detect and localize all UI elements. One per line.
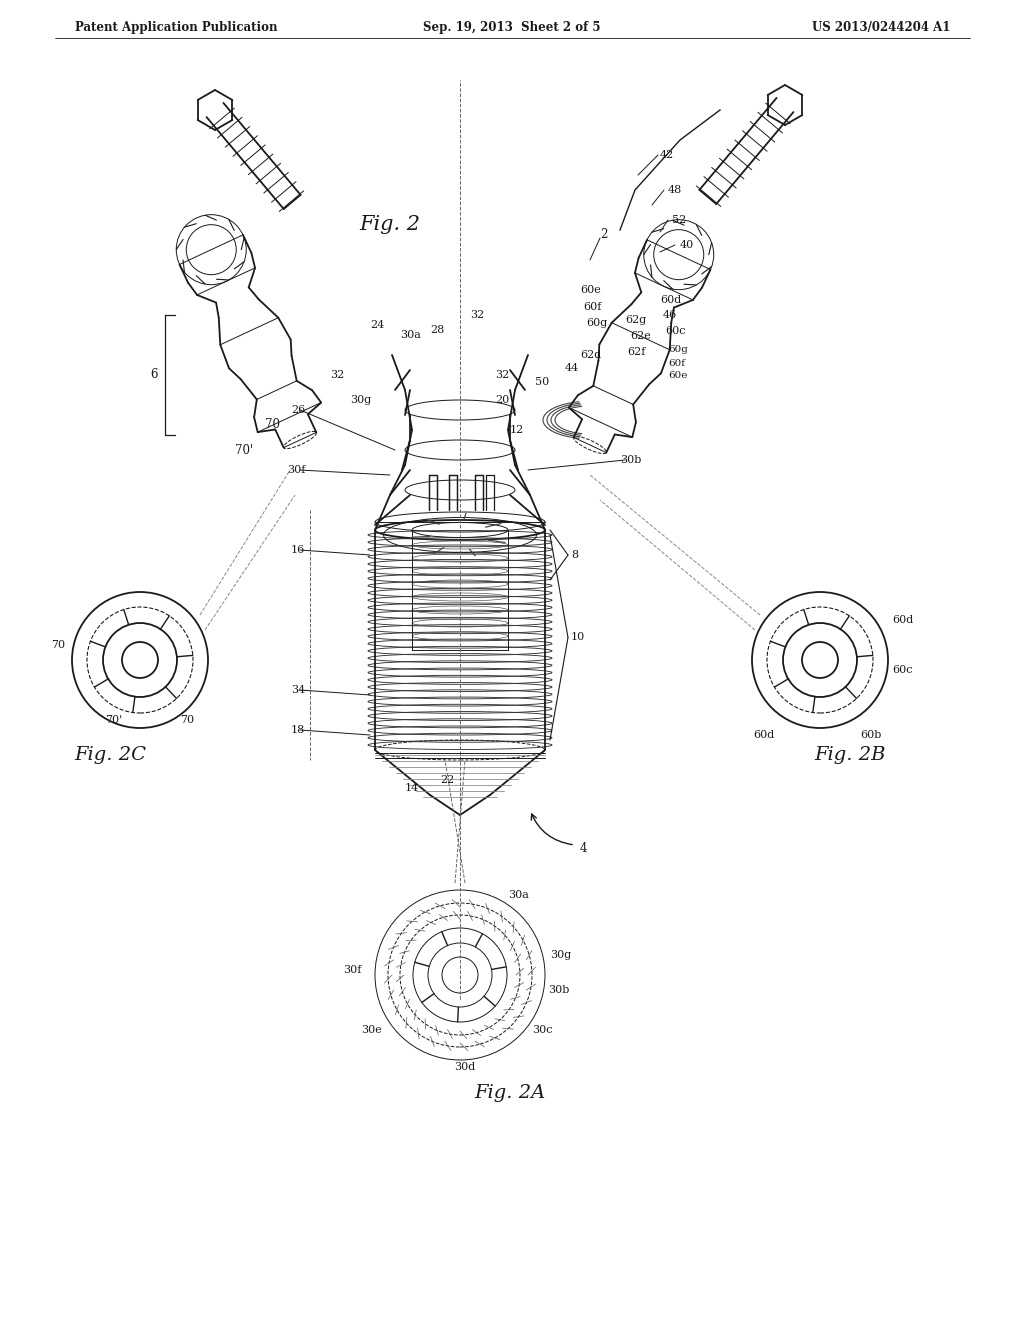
Text: 30g: 30g: [550, 950, 571, 960]
Text: Fig. 2C: Fig. 2C: [74, 746, 146, 764]
Text: 30c: 30c: [532, 1026, 553, 1035]
Text: Fig. 2B: Fig. 2B: [814, 746, 886, 764]
Text: 60e: 60e: [668, 371, 687, 380]
Text: 30b: 30b: [620, 455, 641, 465]
Text: 42: 42: [660, 150, 674, 160]
Text: 4: 4: [580, 842, 588, 854]
Text: 60d: 60d: [892, 615, 913, 624]
Text: 2: 2: [600, 228, 607, 242]
Text: 46: 46: [663, 310, 677, 319]
Text: 22: 22: [440, 775, 455, 785]
Text: 30d: 30d: [455, 1063, 475, 1072]
Text: Sep. 19, 2013  Sheet 2 of 5: Sep. 19, 2013 Sheet 2 of 5: [423, 21, 601, 33]
Text: 30f: 30f: [344, 965, 362, 975]
Text: 34: 34: [291, 685, 305, 696]
Text: 18: 18: [291, 725, 305, 735]
Text: 32: 32: [470, 310, 484, 319]
Text: 60d: 60d: [660, 294, 681, 305]
Text: 6: 6: [151, 368, 158, 381]
Text: 48: 48: [668, 185, 682, 195]
Text: 50: 50: [535, 378, 549, 387]
Text: 70': 70': [105, 715, 122, 725]
Text: 60f: 60f: [668, 359, 685, 367]
Text: 62f: 62f: [627, 347, 645, 356]
Text: 8: 8: [571, 550, 579, 560]
Text: 30a: 30a: [508, 890, 528, 900]
Text: Fig. 2A: Fig. 2A: [474, 1084, 546, 1102]
Text: 62e: 62e: [630, 331, 650, 341]
Text: 14: 14: [406, 783, 419, 793]
Text: 60b: 60b: [860, 730, 882, 741]
Text: 30g: 30g: [350, 395, 372, 405]
Text: 26: 26: [291, 405, 305, 414]
Text: 62d: 62d: [580, 350, 601, 360]
Text: Fig. 2: Fig. 2: [359, 215, 421, 235]
Text: 60e: 60e: [580, 285, 601, 294]
Text: 70: 70: [265, 418, 280, 432]
Text: 30e: 30e: [361, 1026, 382, 1035]
Text: 40: 40: [680, 240, 694, 249]
Text: 60c: 60c: [665, 326, 685, 337]
Text: 60f: 60f: [583, 302, 601, 312]
Text: 30f: 30f: [287, 465, 305, 475]
Text: 16: 16: [291, 545, 305, 554]
Text: 12: 12: [510, 425, 524, 436]
Text: 70: 70: [51, 640, 65, 649]
Text: 32: 32: [330, 370, 344, 380]
Text: US 2013/0244204 A1: US 2013/0244204 A1: [812, 21, 950, 33]
Text: 70: 70: [180, 715, 195, 725]
Text: 60c: 60c: [892, 665, 912, 675]
Text: 30a: 30a: [400, 330, 421, 341]
Text: 10: 10: [571, 632, 586, 643]
Text: 28: 28: [430, 325, 444, 335]
Text: 60d: 60d: [754, 730, 775, 741]
Text: 44: 44: [565, 363, 580, 374]
Text: Patent Application Publication: Patent Application Publication: [75, 21, 278, 33]
Text: 70': 70': [234, 444, 253, 457]
Text: 60g: 60g: [586, 318, 607, 327]
Text: 30b: 30b: [548, 985, 569, 995]
Text: 32: 32: [495, 370, 509, 380]
Text: 60g: 60g: [668, 346, 688, 355]
Text: 62g: 62g: [625, 315, 646, 325]
Text: 52: 52: [672, 215, 686, 224]
Text: 24: 24: [370, 319, 384, 330]
Text: 20: 20: [495, 395, 509, 405]
